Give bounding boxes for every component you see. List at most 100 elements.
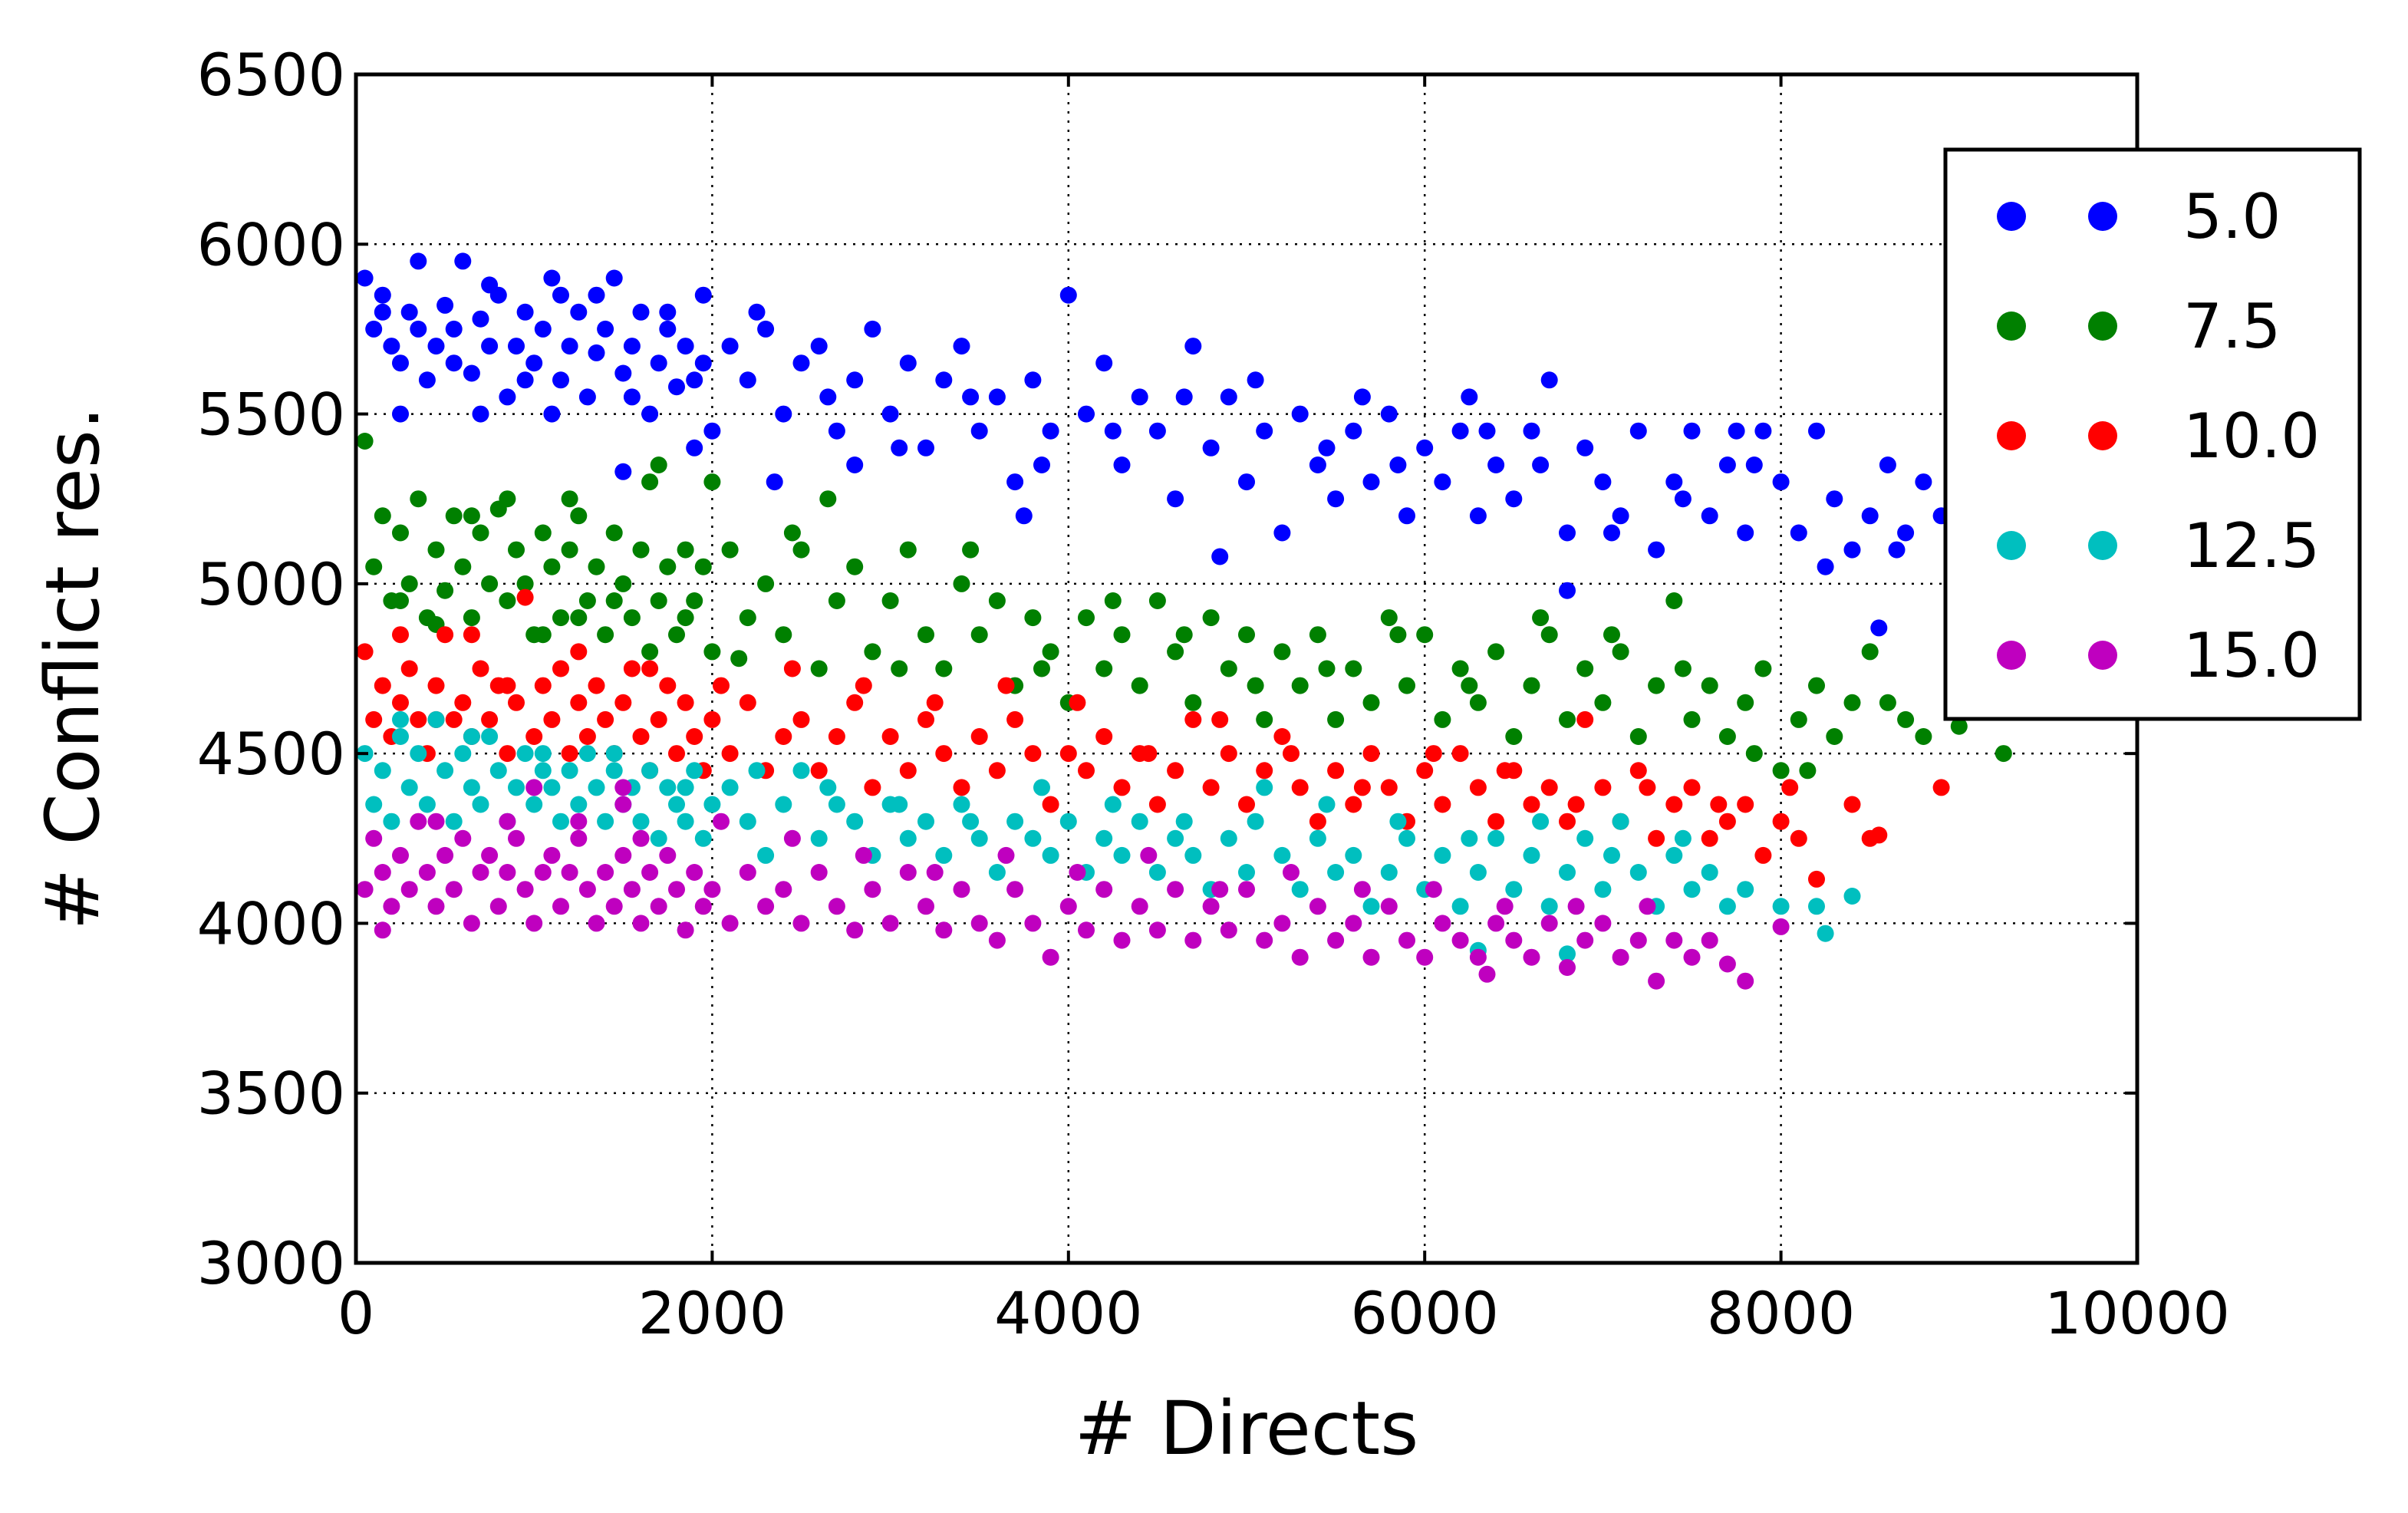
data-point <box>418 371 436 389</box>
data-point <box>1701 507 1718 525</box>
data-point <box>1532 457 1550 473</box>
data-points <box>356 252 2012 990</box>
data-point <box>1380 779 1398 796</box>
data-point <box>1540 371 1558 389</box>
data-point <box>374 286 391 304</box>
data-point <box>899 354 917 372</box>
data-point <box>410 813 427 830</box>
data-point <box>463 609 480 627</box>
data-point <box>561 745 578 763</box>
data-point <box>1148 864 1166 881</box>
series-15.0 <box>356 779 1790 990</box>
data-point <box>1069 694 1086 711</box>
data-point <box>1843 888 1861 905</box>
data-point <box>1345 660 1362 677</box>
data-point <box>1095 829 1113 847</box>
data-point <box>1024 829 1042 847</box>
x-axis-label: # Directs <box>1075 1386 1418 1472</box>
data-point <box>1451 745 1469 763</box>
data-point <box>1006 881 1024 898</box>
data-point <box>410 252 427 270</box>
data-point <box>1140 846 1158 864</box>
data-point <box>1915 473 1932 491</box>
data-point <box>1639 779 1656 796</box>
data-point <box>703 473 721 491</box>
y-tick-label: 4000 <box>197 889 345 958</box>
data-point <box>1211 710 1229 728</box>
data-point <box>1167 762 1184 780</box>
data-point <box>1380 405 1398 423</box>
data-point <box>578 592 596 609</box>
y-tick-label: 5500 <box>197 381 345 449</box>
data-point <box>1718 898 1736 915</box>
data-point <box>516 588 534 606</box>
data-point <box>1327 490 1345 508</box>
data-point <box>1104 796 1122 813</box>
data-point <box>588 286 605 304</box>
data-point <box>578 745 596 763</box>
data-point <box>1559 582 1576 599</box>
data-point <box>588 779 605 796</box>
data-point <box>1006 813 1024 830</box>
data-point <box>1674 490 1692 508</box>
data-point <box>1478 422 1496 440</box>
data-point <box>1487 643 1505 661</box>
data-point <box>668 378 685 396</box>
y-tick-label: 6000 <box>197 210 345 279</box>
data-point <box>1024 609 1042 627</box>
data-point <box>721 745 739 763</box>
data-point <box>392 592 409 609</box>
data-point <box>1559 864 1576 881</box>
data-point <box>605 524 623 542</box>
data-point <box>1434 796 1451 813</box>
data-point <box>400 575 418 592</box>
data-point <box>1309 898 1326 915</box>
data-point <box>713 677 730 694</box>
data-point <box>686 864 703 881</box>
data-point <box>1131 813 1148 830</box>
data-point <box>1469 779 1487 796</box>
data-point <box>739 371 756 389</box>
data-point <box>1603 846 1620 864</box>
legend-marker <box>2088 202 2117 231</box>
data-point <box>1532 609 1550 627</box>
data-point <box>864 643 881 661</box>
data-point <box>1131 898 1148 915</box>
data-point <box>481 728 499 745</box>
data-point <box>899 762 917 780</box>
data-point <box>481 338 499 355</box>
data-point <box>1540 779 1558 796</box>
data-point <box>1594 915 1612 932</box>
data-point <box>1059 745 1077 763</box>
x-tick-label: 10000 <box>2044 1279 2230 1347</box>
data-point <box>561 338 578 355</box>
data-point <box>1184 931 1202 949</box>
data-point <box>917 439 934 457</box>
data-point <box>1754 660 1772 677</box>
data-point <box>1318 439 1336 457</box>
data-point <box>552 286 569 304</box>
data-point <box>1540 898 1558 915</box>
data-point <box>1701 677 1718 694</box>
grid-lines <box>354 73 2139 1264</box>
data-point <box>1113 779 1131 796</box>
data-point <box>1567 898 1585 915</box>
data-point <box>1648 829 1665 847</box>
data-point <box>757 320 775 338</box>
data-point <box>374 677 391 694</box>
data-point <box>1487 813 1505 830</box>
data-point <box>499 677 516 694</box>
data-point <box>686 762 703 780</box>
data-point <box>1247 371 1264 389</box>
data-point <box>1167 829 1184 847</box>
data-point <box>383 338 400 355</box>
data-point <box>632 813 650 830</box>
data-point <box>1461 677 1478 694</box>
data-point <box>1113 626 1131 644</box>
data-point <box>570 813 588 830</box>
data-point <box>427 338 445 355</box>
data-point <box>623 881 641 898</box>
data-point <box>659 846 677 864</box>
data-point <box>463 364 480 382</box>
data-point <box>1932 779 1950 796</box>
